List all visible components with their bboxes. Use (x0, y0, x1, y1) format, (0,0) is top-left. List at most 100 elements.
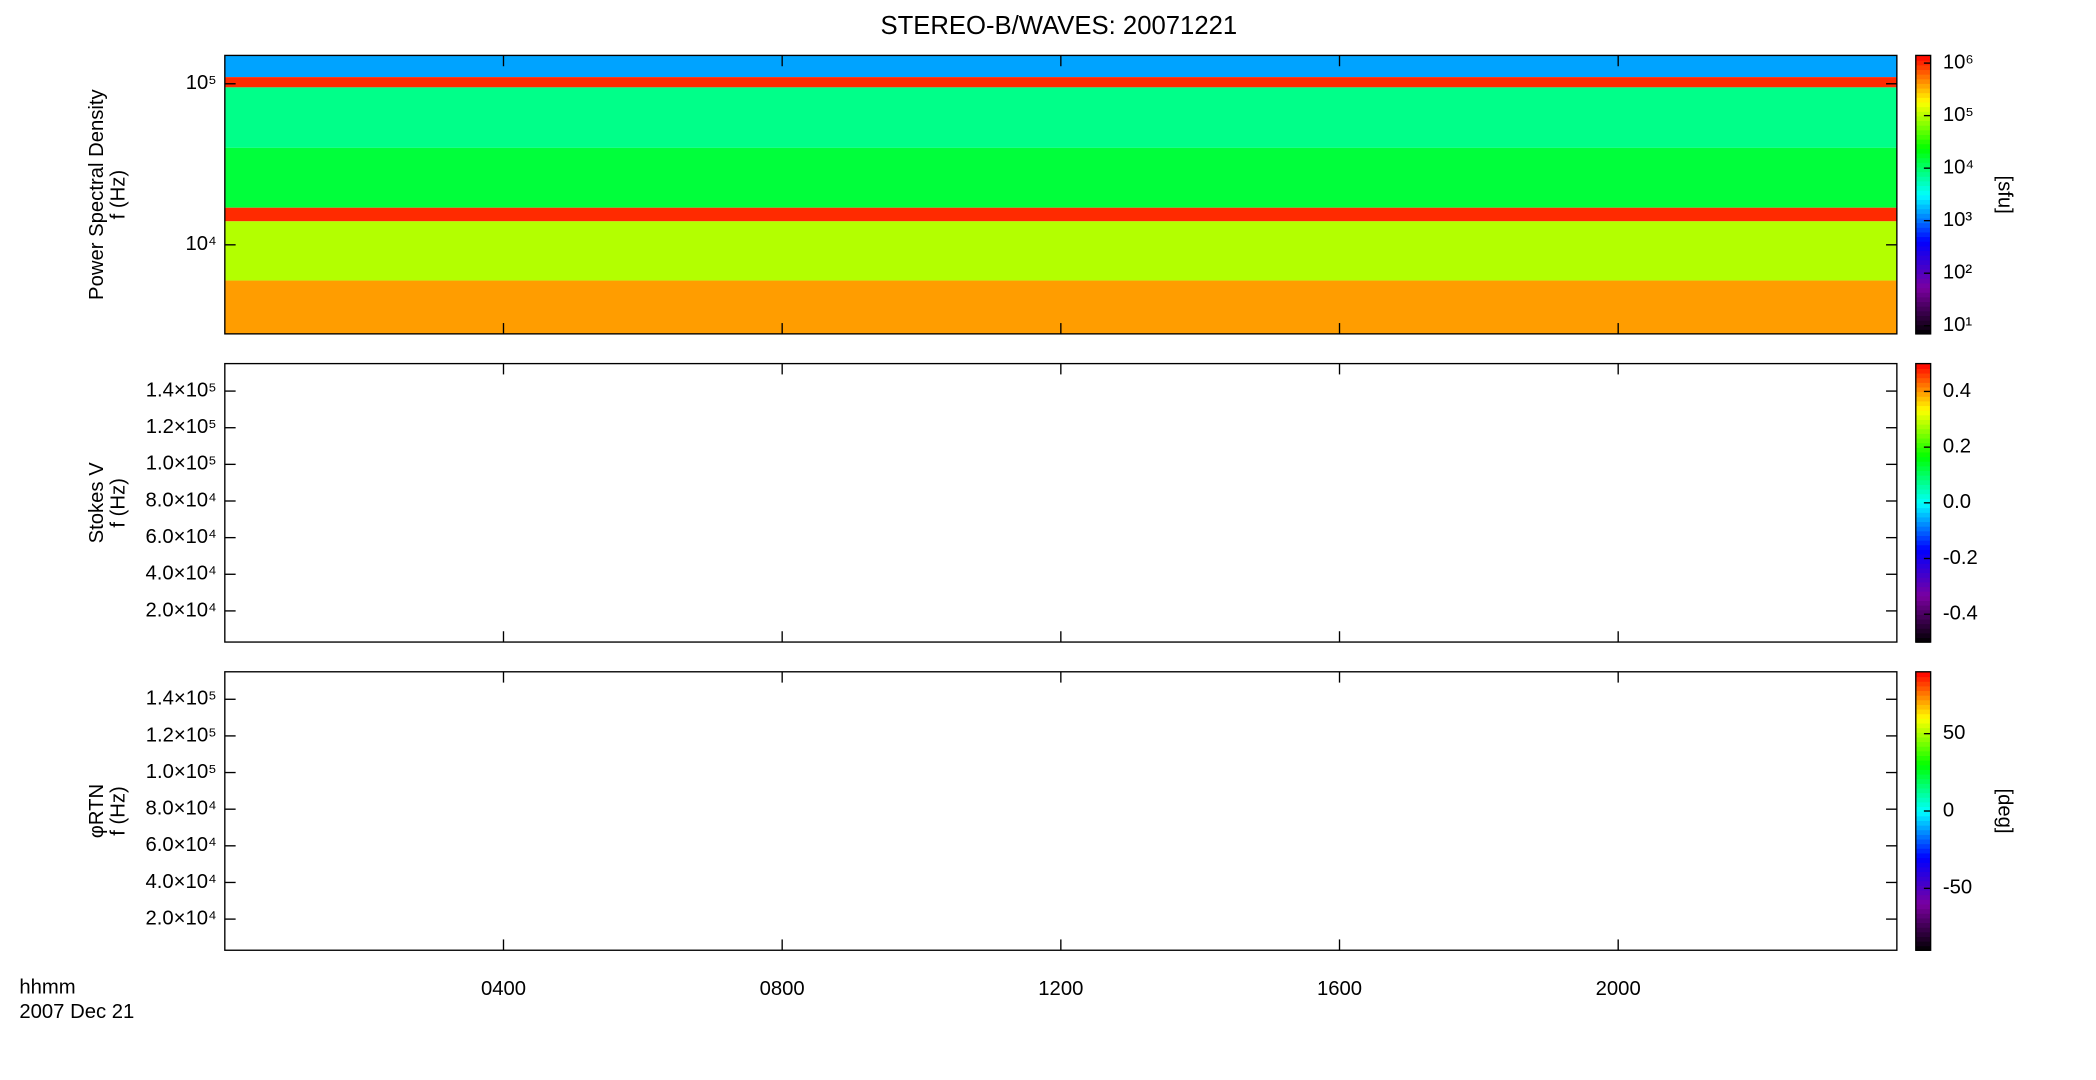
colorbar-cell (1915, 447, 1931, 453)
colorbar-cell (1915, 746, 1931, 752)
colorbar-cell (1915, 254, 1931, 261)
colorbar-cell (1915, 811, 1931, 817)
colorbar-cell (1915, 671, 1931, 678)
colorbar-cell (1915, 848, 1931, 854)
y-tick-label: 1.4×10⁵ (146, 688, 217, 710)
colorbar-cell (1915, 824, 1931, 831)
colorbar-cell (1915, 190, 1931, 196)
colorbar-cell (1915, 544, 1931, 550)
colorbar-frame (1915, 54, 1932, 335)
colorbar-cell (1915, 400, 1931, 407)
colorbar-tick-label: 10³ (1943, 209, 1973, 231)
colorbar-cell (1915, 437, 1931, 444)
x-tick-label: 1200 (1038, 978, 1083, 1000)
plot-frame (224, 362, 1898, 643)
colorbar-cell (1915, 931, 1931, 937)
colorbar-cell (1915, 231, 1931, 238)
colorbar-cell (1915, 287, 1931, 293)
colorbar-cell (1915, 507, 1931, 513)
colorbar-cell (1915, 143, 1931, 149)
colorbar-cell (1915, 64, 1931, 71)
y-tick-label: 1.0×10⁵ (146, 761, 217, 783)
x-tick-label: 0400 (481, 978, 526, 1000)
colorbar-cell (1915, 461, 1931, 467)
colorbar-cell (1915, 382, 1931, 388)
colorbar-cell (1915, 526, 1931, 532)
plot-frame (224, 671, 1898, 951)
colorbar-cell (1915, 162, 1931, 168)
colorbar-cell (1915, 741, 1931, 747)
x-axis-label: 2007 Dec 21 (19, 1001, 134, 1023)
colorbar-cell (1915, 778, 1931, 784)
y-tick-label: 8.0×10⁴ (145, 798, 216, 820)
colorbar-cell (1915, 203, 1931, 210)
colorbar-cell (1915, 396, 1931, 402)
y-tick-label: 6.0×10⁴ (145, 834, 216, 856)
colorbar-cell (1915, 259, 1931, 265)
colorbar-cell (1915, 120, 1931, 126)
y-tick-label: 4.0×10⁴ (145, 563, 216, 585)
y-tick-label: 1.4×10⁵ (146, 379, 217, 401)
colorbar-cell (1915, 414, 1931, 420)
colorbar-cell (1915, 806, 1931, 812)
y-tick-label: 2.0×10⁴ (145, 599, 216, 621)
colorbar-cell (1915, 166, 1931, 173)
colorbar-cell (1915, 465, 1931, 472)
colorbar-cell (1915, 78, 1931, 84)
colorbar-cell (1915, 736, 1931, 743)
colorbar-cell (1915, 470, 1931, 476)
colorbar-cell (1915, 264, 1931, 270)
colorbar-cell (1915, 423, 1931, 430)
colorbar-cell (1915, 315, 1931, 321)
spectrogram-band (224, 77, 1897, 88)
colorbar-cell (1915, 73, 1931, 80)
colorbar-cell (1915, 521, 1931, 527)
colorbar-cell (1915, 217, 1931, 224)
colorbar-cell (1915, 171, 1931, 177)
chart-title: STEREO-B/WAVES: 20071221 (880, 12, 1237, 40)
colorbar-cell (1915, 572, 1931, 578)
y-axis-label: f (Hz) (108, 170, 130, 220)
colorbar-cell (1915, 296, 1931, 303)
colorbar-cell (1915, 792, 1931, 798)
colorbar-cell (1915, 708, 1931, 715)
colorbar-cell (1915, 750, 1931, 756)
colorbar-label: [deg] (1993, 788, 2015, 833)
colorbar-cell (1915, 152, 1931, 159)
colorbar-cell (1915, 586, 1931, 592)
x-tick-label: 2000 (1596, 978, 1641, 1000)
colorbar-cell (1915, 516, 1931, 523)
colorbar-cell (1915, 563, 1931, 569)
colorbar-cell (1915, 419, 1931, 425)
colorbar-tick-label: 10¹ (1943, 314, 1973, 336)
colorbar-cell (1915, 899, 1931, 905)
colorbar-cell (1915, 843, 1931, 849)
colorbar-cell (1915, 834, 1931, 840)
colorbar-cell (1915, 97, 1931, 103)
spectrogram-band (224, 221, 1897, 281)
colorbar-cell (1915, 479, 1931, 485)
colorbar-cell (1915, 936, 1931, 942)
colorbar-cell (1915, 306, 1931, 312)
colorbar-cell (1915, 553, 1931, 560)
colorbar-tick-label: 0.0 (1943, 491, 1971, 513)
colorbar-cell (1915, 787, 1931, 794)
y-axis-label: f (Hz) (108, 478, 130, 528)
colorbar-cell (1915, 433, 1931, 439)
x-axis-label: hhmm (19, 976, 75, 998)
colorbar-cell (1915, 245, 1931, 252)
colorbar-cell (1915, 115, 1931, 122)
colorbar-cell (1915, 908, 1931, 914)
colorbar-cell (1915, 637, 1931, 643)
colorbar-cell (1915, 456, 1931, 462)
y-tick-label: 1.2×10⁵ (146, 724, 217, 746)
colorbar-cell (1915, 567, 1931, 574)
colorbar-cell (1915, 917, 1931, 924)
colorbar-cell (1915, 180, 1931, 187)
colorbar-cell (1915, 222, 1931, 228)
colorbar-cell (1915, 713, 1931, 719)
colorbar-cell (1915, 391, 1931, 397)
colorbar-cell (1915, 718, 1931, 724)
colorbar-cell (1915, 278, 1931, 284)
